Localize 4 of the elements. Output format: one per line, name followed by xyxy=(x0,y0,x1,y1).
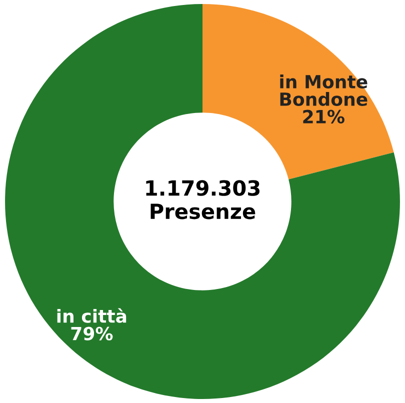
data-label: 79% xyxy=(71,326,113,340)
data-label: 21% xyxy=(303,110,344,124)
slice-label: in città xyxy=(57,308,126,323)
text: 1.179.303 Presenze xyxy=(146,180,260,220)
